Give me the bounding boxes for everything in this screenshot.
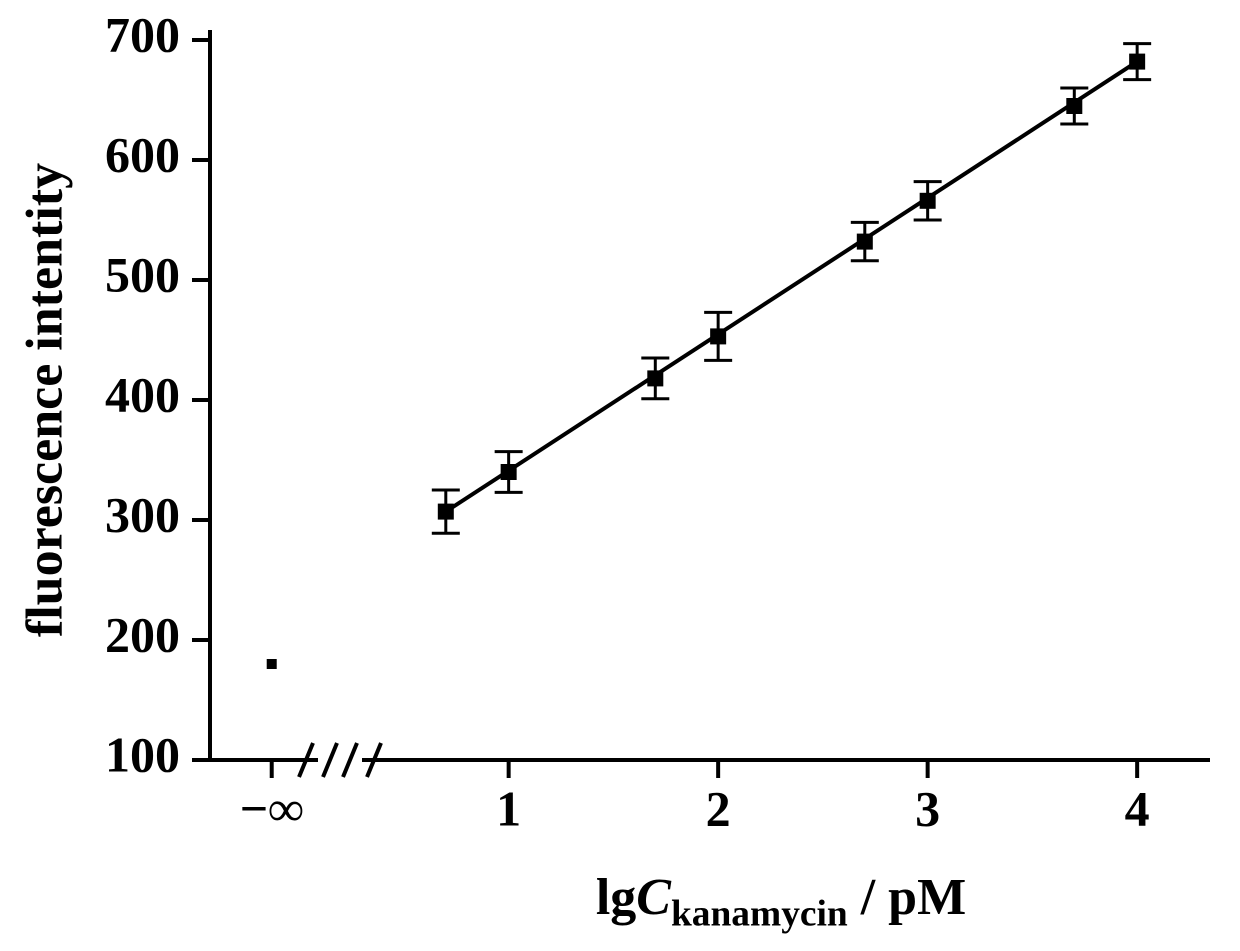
chart-container: 100 200 300 400 500 600 700 1 2 3 4 −∞ fluorescence… xyxy=(0,0,1240,951)
data-marker xyxy=(1129,54,1145,70)
x-tick-label: 2 xyxy=(706,781,731,837)
x-axis-label-suffix: / pM xyxy=(848,869,966,926)
x-tick-label: 1 xyxy=(496,781,521,837)
data-marker xyxy=(647,370,663,386)
y-tick-label: 200 xyxy=(105,606,180,662)
data-marker xyxy=(710,328,726,344)
y-tick-label: 400 xyxy=(105,366,180,422)
y-tick-label: 100 xyxy=(105,726,180,782)
x-axis-label: lgCkanamycin / pM xyxy=(161,868,1240,935)
y-axis-label-text: fluorescence intentity xyxy=(17,163,74,637)
data-marker xyxy=(438,504,454,520)
y-axis-label: fluorescence intentity xyxy=(16,163,75,637)
data-marker xyxy=(857,234,873,250)
fit-line xyxy=(446,62,1137,512)
blank-marker xyxy=(267,659,277,669)
x-axis-label-prefix: lg xyxy=(596,869,636,926)
y-tick-label: 500 xyxy=(105,246,180,302)
y-tick-label: 700 xyxy=(105,6,180,62)
data-marker xyxy=(920,193,936,209)
axis-break-slash xyxy=(323,743,337,777)
x-tick-label: 4 xyxy=(1125,781,1150,837)
axis-break-slash xyxy=(343,743,357,777)
x-tick-label: 3 xyxy=(915,781,940,837)
chart-svg: 100 200 300 400 500 600 700 1 2 3 4 −∞ xyxy=(0,0,1240,951)
x-axis-label-C: C xyxy=(636,869,671,926)
data-marker xyxy=(1066,98,1082,114)
y-tick-label: 600 xyxy=(105,126,180,182)
data-marker xyxy=(501,464,517,480)
x-axis-label-sub: kanamycin xyxy=(671,893,848,934)
x-tick-label-neginf: −∞ xyxy=(240,781,304,837)
y-tick-label: 300 xyxy=(105,486,180,542)
